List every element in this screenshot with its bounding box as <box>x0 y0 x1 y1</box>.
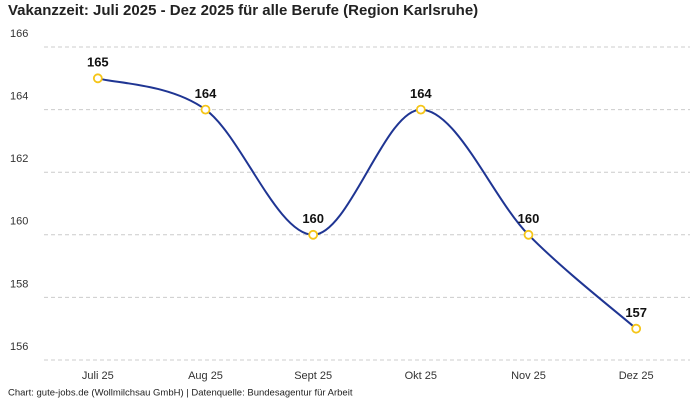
y-tick-label: 156 <box>10 341 28 353</box>
value-label: 157 <box>625 305 647 320</box>
value-label: 164 <box>410 86 432 101</box>
x-tick-label: Sept 25 <box>294 370 332 382</box>
value-label: 165 <box>87 55 109 70</box>
x-tick-label: Dez 25 <box>619 370 654 382</box>
x-tick-label: Juli 25 <box>82 370 114 382</box>
y-tick-label: 158 <box>10 278 28 290</box>
point-marker <box>200 104 211 115</box>
point-marker <box>523 229 534 240</box>
point-marker <box>92 73 103 84</box>
value-label: 160 <box>518 211 540 226</box>
x-tick-label: Okt 25 <box>405 370 437 382</box>
y-tick-label: 166 <box>10 28 28 40</box>
source-note: Chart: gute-jobs.de (Wollmilchsau GmbH) … <box>8 388 353 399</box>
y-tick-label: 162 <box>10 153 28 165</box>
x-tick-label: Aug 25 <box>188 370 223 382</box>
point-marker <box>631 323 642 334</box>
value-label: 164 <box>195 86 217 101</box>
y-tick-label: 164 <box>10 91 28 103</box>
y-tick-label: 160 <box>10 216 28 228</box>
x-tick-label: Nov 25 <box>511 370 546 382</box>
series-line <box>97 77 637 330</box>
point-marker <box>415 104 426 115</box>
chart-title: Vakanzzeit: Juli 2025 - Dez 2025 für all… <box>8 2 478 19</box>
value-label: 160 <box>302 211 324 226</box>
point-marker <box>308 229 319 240</box>
